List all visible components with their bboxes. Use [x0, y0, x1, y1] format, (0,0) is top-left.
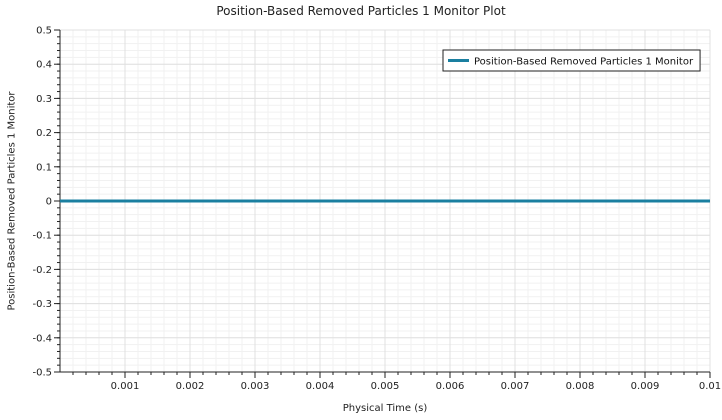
y-tick-label: -0.5 [32, 368, 52, 379]
y-tick-label: -0.2 [32, 265, 52, 276]
y-axis-label: Position-Based Removed Particles 1 Monit… [6, 91, 18, 311]
x-tick-label: 0.01 [699, 381, 721, 392]
y-tick-label: 0.4 [36, 60, 52, 71]
y-tick-label: 0.5 [36, 26, 52, 37]
axes [54, 29, 711, 378]
y-tick-label: -0.3 [32, 299, 52, 310]
x-tick-label: 0.004 [306, 381, 335, 392]
chart-title: Position-Based Removed Particles 1 Monit… [216, 4, 506, 18]
y-tick-label: 0.2 [36, 128, 52, 139]
x-tick-label: 0.009 [631, 381, 660, 392]
x-tick-label: 0.008 [566, 381, 595, 392]
y-tick-label: 0 [46, 197, 52, 208]
tick-labels: 0.001 0.002 0.003 0.004 0.005 0.006 0.007 0.008… [32, 26, 721, 393]
x-tick-label: 0.002 [176, 381, 205, 392]
x-axis-label: Physical Time (s) [342, 403, 428, 414]
x-tick-label: 0.003 [241, 381, 270, 392]
y-tick-label: 0.1 [36, 162, 52, 173]
x-tick-label: 0.006 [436, 381, 465, 392]
legend: Position-Based Removed Particles 1 Monit… [442, 49, 701, 72]
x-tick-label: 0.007 [501, 381, 530, 392]
legend-box [442, 49, 701, 72]
y-tick-label: -0.1 [32, 231, 52, 242]
legend-label: Position-Based Removed Particles 1 Monit… [474, 57, 694, 68]
y-tick-label: 0.3 [36, 94, 52, 105]
x-tick-label: 0.005 [371, 381, 400, 392]
x-tick-label: 0.001 [111, 381, 140, 392]
y-tick-label: -0.4 [32, 333, 52, 344]
